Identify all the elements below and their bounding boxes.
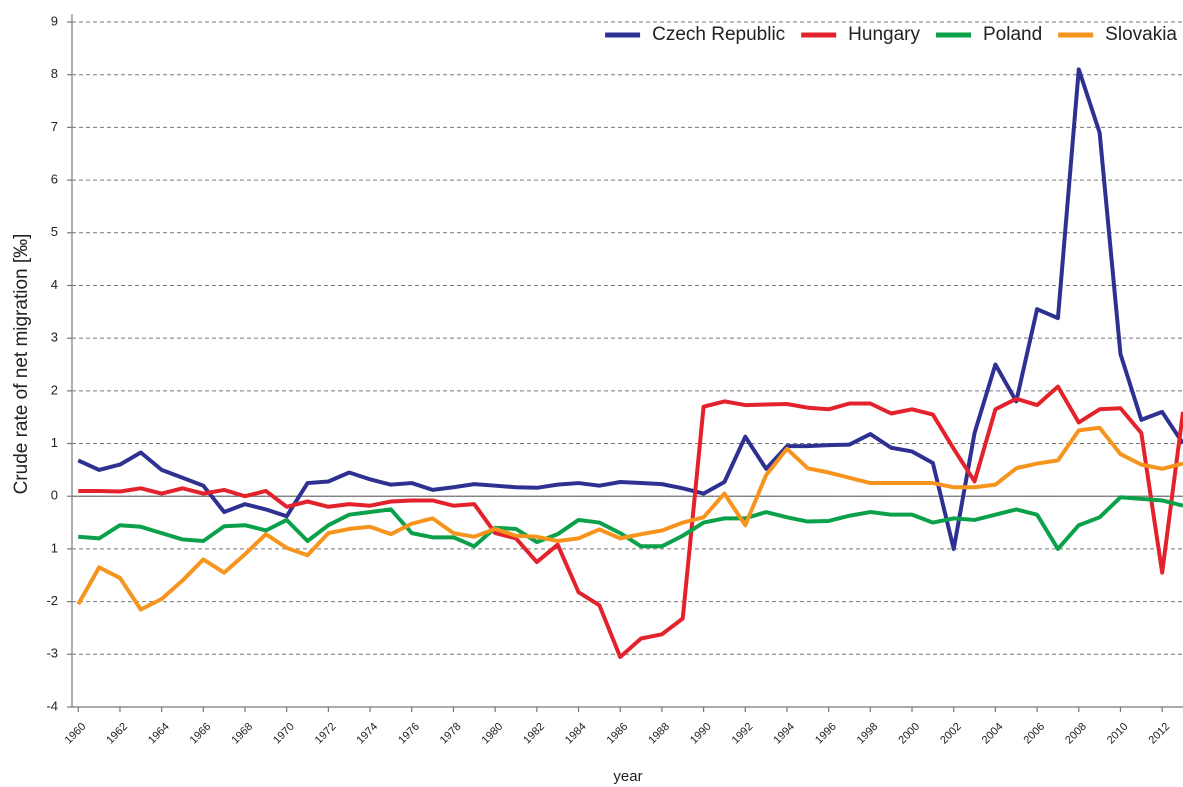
y-tick-label: 7 [51, 119, 58, 134]
series-line [76, 425, 1183, 612]
plot-area [76, 67, 1183, 659]
x-tick-label: 2006 [1021, 721, 1047, 747]
series-line [77, 67, 1183, 551]
x-tick-label: 1988 [646, 721, 672, 747]
x-tick-label: 2008 [1063, 721, 1089, 747]
x-tick-label: 1966 [188, 721, 214, 747]
y-tick-label: 5 [51, 224, 58, 239]
x-tick-label: 2010 [1105, 721, 1131, 747]
x-tick-label: 1982 [521, 721, 547, 747]
x-tick-label: 1994 [771, 721, 797, 747]
y-tick-label: -3 [46, 646, 58, 661]
x-tick-label: 1964 [146, 721, 172, 747]
legend-label: Slovakia [1105, 24, 1177, 45]
y-tick-label: 4 [51, 277, 58, 292]
x-tick-label: 1960 [63, 721, 89, 747]
y-tick-label: 8 [51, 66, 58, 81]
y-tick-label: 2 [51, 382, 58, 397]
x-tick-label: 1962 [104, 721, 130, 747]
x-tick-label: 2012 [1147, 721, 1173, 747]
x-tick-label: 1998 [855, 721, 881, 747]
x-tick-label: 2000 [896, 721, 922, 747]
x-tick-label: 1996 [813, 721, 839, 747]
series-line [78, 384, 1183, 659]
y-tick-label: -2 [46, 593, 58, 608]
y-tick-label: 3 [51, 330, 58, 345]
x-tick-label: 1974 [354, 721, 380, 747]
x-tick-label: 1986 [605, 721, 631, 747]
x-tick-label: 1984 [563, 721, 589, 747]
x-tick-label: 1990 [688, 721, 714, 747]
y-tick-label: 9 [51, 13, 58, 28]
x-tick-label: 2004 [980, 721, 1006, 747]
x-tick-label: 1970 [271, 721, 297, 747]
x-tick-label: 2002 [938, 721, 964, 747]
legend-label: Hungary [848, 24, 920, 45]
x-tick-label: 1968 [229, 721, 255, 747]
y-tick-label: 1 [51, 435, 58, 450]
legend-label: Poland [983, 24, 1042, 45]
x-tick-label: 1972 [313, 721, 339, 747]
x-axis-label: year [613, 768, 642, 785]
y-tick-label: 6 [51, 172, 58, 187]
series-line [78, 495, 1183, 551]
legend-label: Czech Republic [652, 24, 785, 45]
x-tick-label: 1980 [480, 721, 506, 747]
y-axis-label: Crude rate of net migration [‰] [11, 234, 32, 495]
x-tick-label: 1978 [438, 721, 464, 747]
y-tick-label: -4 [46, 698, 58, 713]
x-tick-label: 1976 [396, 721, 422, 747]
y-tick-label: 0 [51, 488, 58, 503]
y-tick-label: 1 [51, 540, 58, 555]
x-tick-label: 1992 [730, 721, 756, 747]
